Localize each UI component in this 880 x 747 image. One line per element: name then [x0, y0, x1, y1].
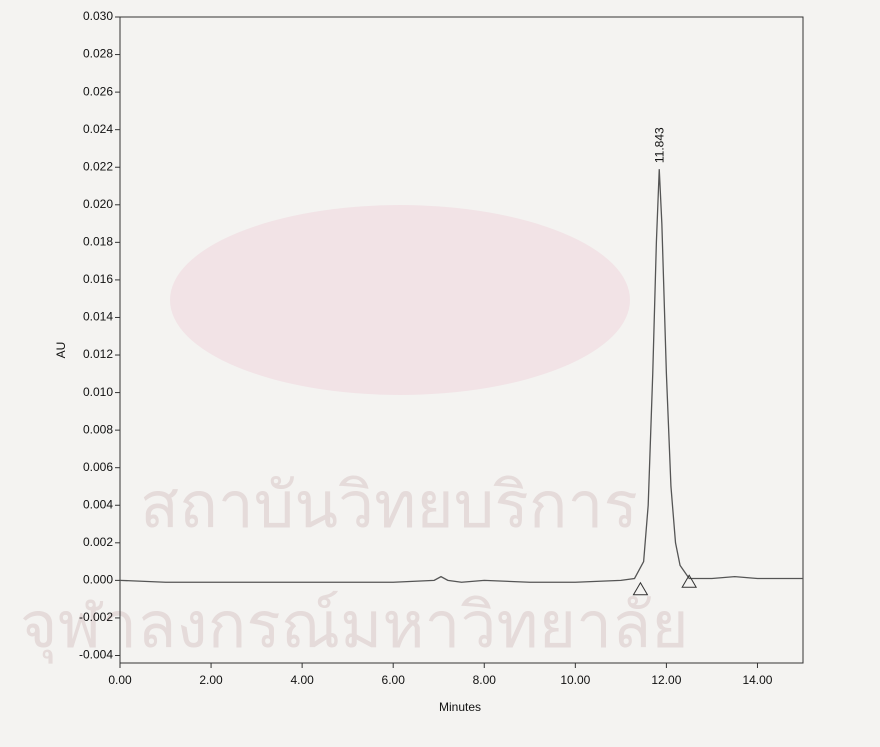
y-tick-label: 0.000: [83, 573, 113, 587]
x-tick-label: 8.00: [473, 673, 497, 687]
watermark-emblem: [170, 205, 630, 395]
x-tick-label: 12.00: [651, 673, 681, 687]
trace-line: [119, 169, 803, 583]
y-tick-label: 0.030: [83, 9, 113, 23]
x-tick-label: 14.00: [742, 673, 772, 687]
x-tick-label: 2.00: [199, 673, 223, 687]
y-tick-label: 0.018: [83, 235, 113, 249]
y-tick-label: 0.008: [83, 422, 113, 436]
y-tick-label: 0.010: [83, 385, 113, 399]
baseline-marker: [632, 581, 649, 596]
plot-frame: [119, 16, 804, 664]
y-tick-label: 0.022: [83, 159, 113, 173]
y-tick-label: 0.026: [83, 84, 113, 98]
y-tick-label: 0.012: [83, 347, 113, 361]
watermark-text: สถาบันวิทยบริการ: [140, 469, 638, 541]
y-axis-label: AU: [54, 342, 68, 359]
y-tick-label: -0.004: [79, 648, 113, 662]
x-tick-label: 10.00: [560, 673, 590, 687]
x-tick-label: 4.00: [290, 673, 314, 687]
y-tick-label: 0.002: [83, 535, 113, 549]
peak-label: 11.843: [652, 127, 666, 163]
y-tick-label: 0.028: [83, 47, 113, 61]
y-tick-label: 0.004: [83, 497, 113, 511]
x-axis-label: Minutes: [439, 700, 481, 714]
y-tick-label: 0.006: [83, 460, 113, 474]
watermark-text: จุฬาลงกรณ์มหาวิทยาลัย: [20, 589, 689, 664]
y-tick-label: -0.002: [79, 610, 113, 624]
y-tick-label: 0.014: [83, 310, 113, 324]
baseline-marker: [681, 574, 698, 588]
y-tick-label: 0.024: [83, 122, 113, 136]
x-tick-label: 0.00: [108, 673, 132, 687]
y-tick-label: 0.016: [83, 272, 113, 286]
y-tick-label: 0.020: [83, 197, 113, 211]
x-tick-label: 6.00: [382, 673, 406, 687]
